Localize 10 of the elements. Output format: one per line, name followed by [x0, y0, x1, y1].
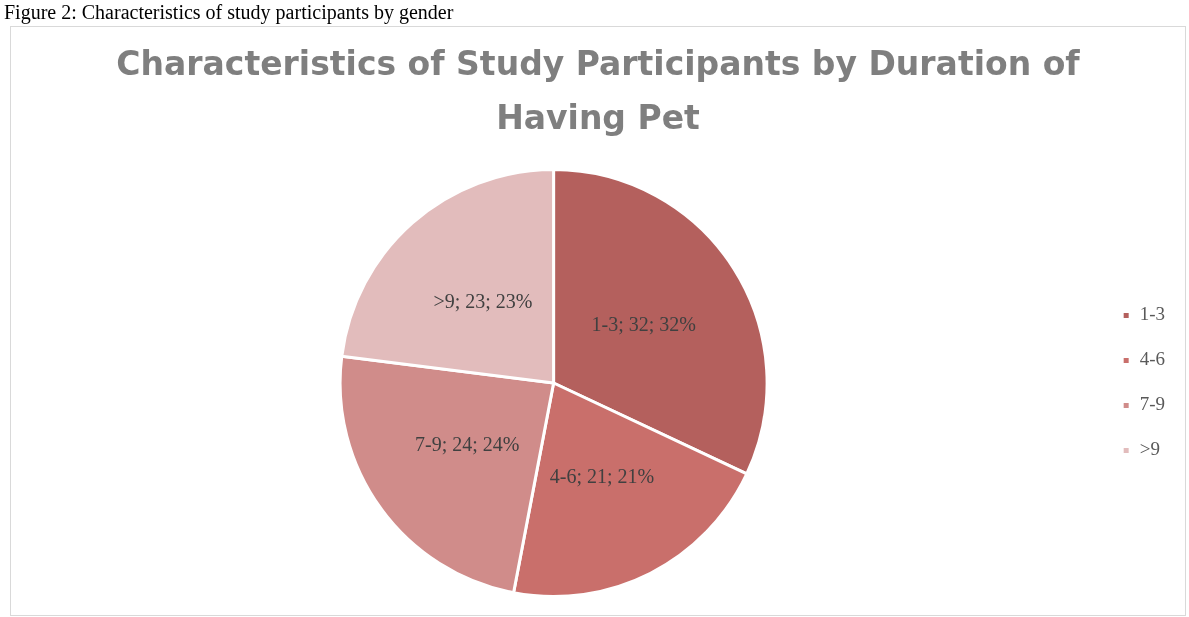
- legend-label: >9: [1139, 438, 1160, 460]
- data-label: >9; 23; 23%: [433, 290, 533, 313]
- legend-label: 7-9: [1139, 393, 1165, 415]
- legend-label: 4-6: [1139, 348, 1165, 370]
- data-label: 4-6; 21; 21%: [549, 465, 655, 488]
- data-label: 7-9; 24; 24%: [415, 433, 520, 455]
- chart-title: Characteristics of Study Participants by Duration of Having Pet: [115, 43, 1081, 140]
- legend-label: 1-3: [1139, 303, 1165, 325]
- caption: Figure 2: Characteristics of study participants by gender: [4, 1, 454, 23]
- data-label: 1-3; 32; 32%: [591, 313, 696, 336]
